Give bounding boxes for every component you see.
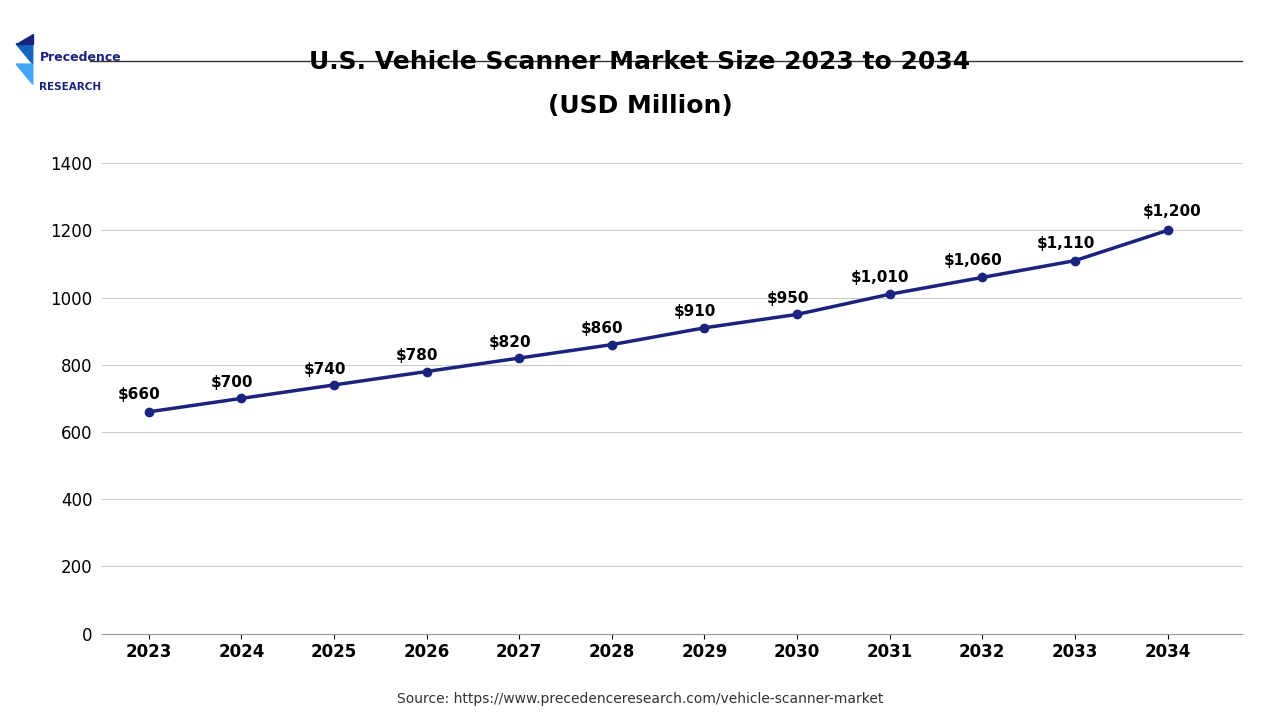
Polygon shape xyxy=(17,44,33,64)
Text: $950: $950 xyxy=(767,291,809,306)
Text: $910: $910 xyxy=(675,305,717,320)
Polygon shape xyxy=(17,34,33,44)
Polygon shape xyxy=(17,64,33,84)
Text: $1,060: $1,060 xyxy=(943,253,1002,268)
Text: $860: $860 xyxy=(581,321,623,336)
Text: U.S. Vehicle Scanner Market Size 2023 to 2034: U.S. Vehicle Scanner Market Size 2023 to… xyxy=(310,50,970,74)
Text: (USD Million): (USD Million) xyxy=(548,94,732,117)
Text: $1,010: $1,010 xyxy=(851,270,910,285)
Text: $700: $700 xyxy=(211,375,253,390)
Text: $740: $740 xyxy=(303,361,346,377)
Text: $820: $820 xyxy=(489,335,531,350)
Text: Source: https://www.precedenceresearch.com/vehicle-scanner-market: Source: https://www.precedenceresearch.c… xyxy=(397,692,883,706)
Text: RESEARCH: RESEARCH xyxy=(40,82,101,92)
Text: $1,110: $1,110 xyxy=(1037,235,1094,251)
Text: $780: $780 xyxy=(396,348,439,363)
Text: Precedence: Precedence xyxy=(40,50,122,63)
Text: $660: $660 xyxy=(118,387,161,402)
Text: $1,200: $1,200 xyxy=(1143,204,1202,219)
